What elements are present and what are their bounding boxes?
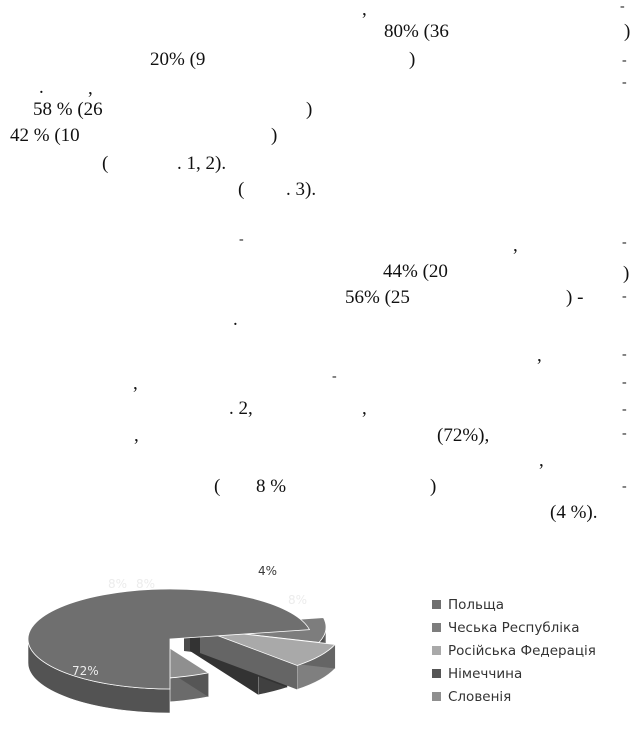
pie-slice-3 bbox=[199, 628, 336, 690]
legend-label: Російська Федерація bbox=[448, 642, 596, 659]
legend-label: Німеччина bbox=[448, 665, 523, 682]
hyphen-mark: - bbox=[622, 375, 627, 390]
pie-slice-label: 4% bbox=[258, 564, 277, 578]
text-fragment: ) - bbox=[566, 287, 584, 308]
legend-item: Російська Федерація bbox=[432, 639, 596, 662]
hyphen-mark: - bbox=[620, 0, 625, 14]
legend-item: Польща bbox=[432, 593, 596, 616]
pie-slice-wall bbox=[200, 629, 298, 690]
text-fragment: (4 %). bbox=[550, 502, 598, 523]
hyphen-mark: - bbox=[239, 232, 244, 247]
hyphen-mark: - bbox=[332, 369, 337, 384]
text-fragment: ) bbox=[271, 125, 278, 146]
hyphen-mark: - bbox=[622, 347, 627, 362]
pie-slice-label: 8% bbox=[288, 593, 307, 607]
pie-slice-label: 8% bbox=[136, 577, 155, 591]
hyphen-mark: - bbox=[622, 289, 627, 304]
hyphen-mark: - bbox=[622, 53, 627, 68]
text-fragment: ) bbox=[409, 49, 416, 70]
text-fragment: , bbox=[362, 398, 367, 419]
text-fragment: , bbox=[362, 0, 367, 20]
legend-swatch bbox=[432, 692, 441, 701]
text-fragment: . bbox=[39, 77, 44, 98]
text-fragment: . 1, 2). bbox=[177, 153, 227, 174]
text-fragment: 8 % bbox=[256, 476, 287, 497]
text-fragment: (72%), bbox=[437, 425, 490, 446]
legend-label: Словенія bbox=[448, 688, 512, 705]
text-fragment: 80% (36 bbox=[384, 21, 449, 42]
legend-swatch bbox=[432, 623, 441, 632]
text-fragment: 58 % (26 bbox=[33, 99, 103, 120]
chart-legend: Польща Чеська Республіка Російська Федерац… bbox=[432, 593, 596, 708]
text-fragment: ) bbox=[623, 263, 630, 284]
text-fragment: , bbox=[539, 450, 544, 471]
pie-chart: 72% 8% 8% 4% 8% bbox=[27, 564, 336, 714]
text-fragment: . bbox=[233, 309, 238, 330]
text-fragment: 42 % (10 bbox=[10, 125, 80, 146]
hyphen-mark: - bbox=[622, 75, 627, 90]
text-fragment: ) bbox=[624, 21, 631, 42]
text-fragment: ( bbox=[238, 179, 245, 200]
pie-slice-1 bbox=[27, 588, 311, 714]
text-fragment: , bbox=[134, 425, 139, 446]
text-fragment: , bbox=[513, 235, 518, 256]
text-fragment: ) bbox=[306, 99, 313, 120]
text-fragment: , bbox=[133, 373, 138, 394]
legend-item: Німеччина bbox=[432, 662, 596, 685]
text-fragment: 20% (9 bbox=[150, 49, 206, 70]
legend-swatch bbox=[432, 669, 441, 678]
hyphen-mark: - bbox=[622, 479, 627, 494]
text-fragment: . 3). bbox=[286, 179, 317, 200]
legend-item: Словенія bbox=[432, 685, 596, 708]
text-fragment: ( bbox=[214, 476, 221, 497]
legend-label: Чеська Республіка bbox=[448, 619, 580, 636]
pie-slice-top bbox=[199, 628, 336, 666]
hyphen-mark: - bbox=[622, 426, 627, 441]
legend-label: Польща bbox=[448, 596, 504, 613]
text-fragment: , bbox=[88, 78, 93, 99]
pie-slice-top bbox=[27, 588, 311, 690]
legend-swatch bbox=[432, 646, 441, 655]
hyphen-mark: - bbox=[622, 402, 627, 417]
legend-item: Чеська Республіка bbox=[432, 616, 596, 639]
text-fragment: ) bbox=[430, 476, 437, 497]
text-fragment: 56% (25 bbox=[345, 287, 410, 308]
text-fragment: . 2, bbox=[229, 398, 253, 419]
legend-swatch bbox=[432, 600, 441, 609]
text-fragment: , bbox=[537, 345, 542, 366]
text-fragment: 44% (20 bbox=[383, 261, 448, 282]
text-fragment: ( bbox=[102, 153, 109, 174]
hyphen-mark: - bbox=[622, 235, 627, 250]
pie-slice-label: 72% bbox=[72, 664, 99, 678]
pie-slice-label: 8% bbox=[108, 577, 127, 591]
